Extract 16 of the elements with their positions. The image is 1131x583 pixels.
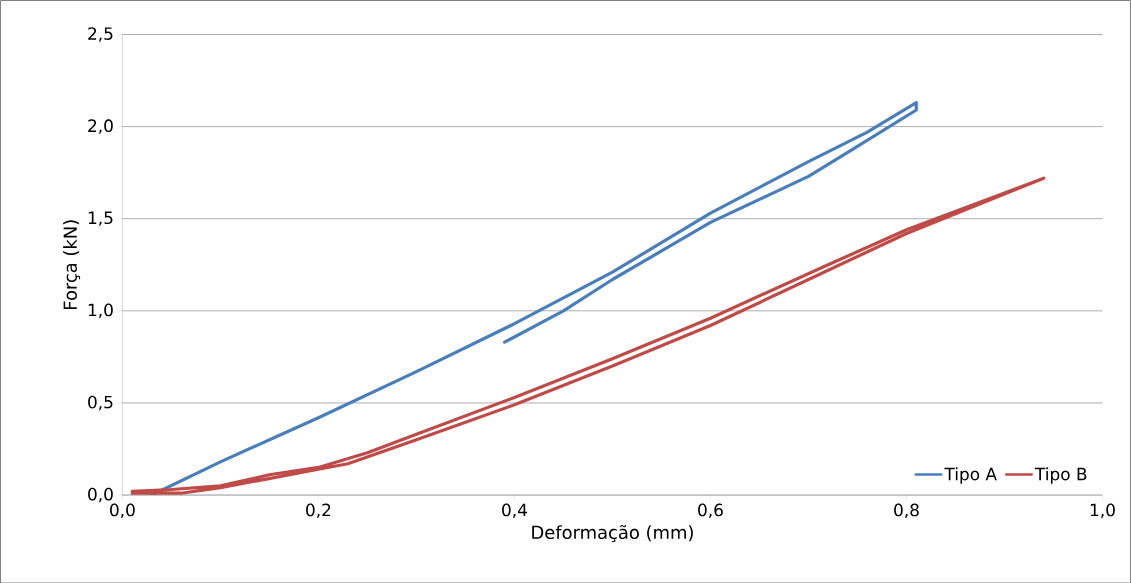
y-tick-label: 2,5 [88,26,113,42]
legend-label: Tipo A [944,467,997,484]
y-tick-label: 1,0 [88,303,113,318]
x-axis-title: Deformação (mm) [532,524,693,543]
y-tick-label: 0,5 [88,395,113,410]
x-tick-label: 0,4 [502,503,527,518]
x-tick-label: 0,2 [306,503,331,518]
x-tick-label: 0,8 [894,503,919,518]
y-tick-label: 1,5 [88,211,113,226]
x-tick-label: 0,0 [110,503,135,518]
y-tick-label: 2,0 [88,119,113,134]
x-tick-label: 0,6 [698,503,723,518]
y-axis-title: Força (kN) [63,220,81,309]
x-tick-label: 1,0 [1090,503,1115,518]
y-tick-label: 0,0 [88,487,113,503]
legend-label: Tipo B [1034,467,1087,484]
